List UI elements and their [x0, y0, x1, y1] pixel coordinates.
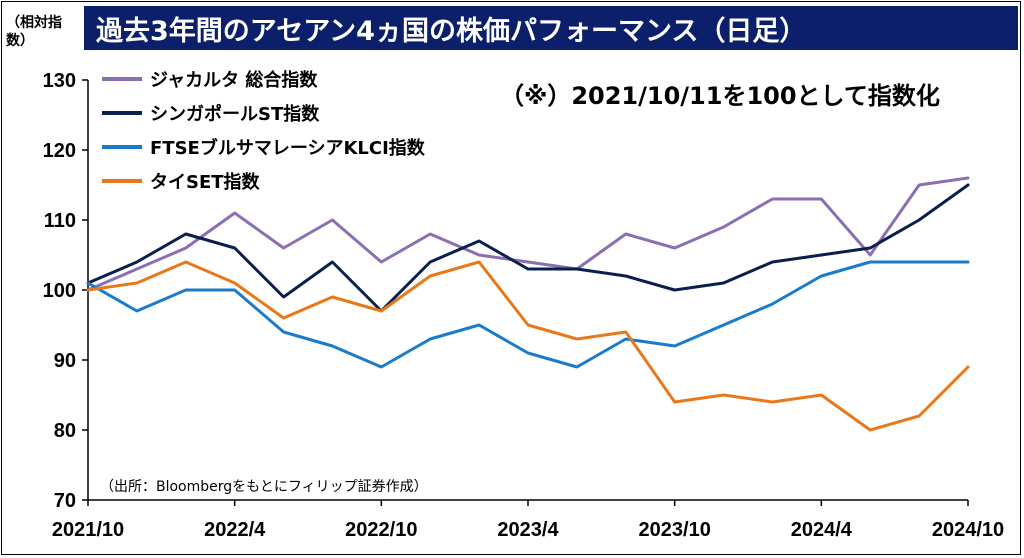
legend-item-singapore: シンガポールST指数 [102, 96, 425, 130]
series-line-1 [86, 183, 970, 313]
y-tick-label: 100 [43, 280, 76, 302]
x-tick-label: 2021/10 [52, 519, 124, 541]
legend-label-thailand: タイSET指数 [150, 172, 260, 193]
y-tick-label: 80 [54, 420, 76, 442]
legend-item-malaysia: FTSEブルサマレーシアKLCI指数 [102, 130, 425, 164]
x-tick-label: 2023/4 [497, 519, 559, 541]
series-line-0 [86, 176, 970, 292]
x-tick-label: 2024/4 [791, 519, 853, 541]
x-tick-label: 2024/10 [932, 519, 1004, 541]
y-tick-label: 120 [43, 140, 76, 162]
legend-swatch-singapore [102, 111, 142, 115]
source-note: （出所：Bloombergをもとにフィリップ証券作成） [100, 479, 428, 495]
legend-swatch-malaysia [102, 145, 142, 149]
series-line-2 [86, 260, 970, 369]
series-line-3 [86, 260, 970, 432]
y-tick-label: 90 [54, 350, 76, 372]
legend-label-singapore: シンガポールST指数 [150, 104, 320, 125]
legend-label-jakarta: ジャカルタ 総合指数 [150, 70, 318, 91]
legend-label-malaysia: FTSEブルサマレーシアKLCI指数 [150, 138, 425, 159]
x-tick-label: 2022/10 [345, 519, 417, 541]
y-tick-label: 130 [43, 70, 76, 92]
legend-item-jakarta: ジャカルタ 総合指数 [102, 62, 425, 96]
legend-swatch-thailand [102, 179, 142, 183]
legend-item-thailand: タイSET指数 [102, 164, 425, 198]
chart-title: 過去3年間のアセアン4ヵ国の株価パフォーマンス（日足） [84, 6, 1018, 50]
y-axis-label: （相対指数） [6, 15, 62, 49]
legend-swatch-jakarta [102, 77, 142, 81]
x-tick-label: 2023/10 [639, 519, 711, 541]
legend: ジャカルタ 総合指数 シンガポールST指数 FTSEブルサマレーシアKLCI指数… [102, 62, 425, 198]
chart-note: （※）2021/10/11を100として指数化 [500, 82, 940, 110]
y-tick-label: 110 [44, 210, 76, 232]
x-tick-label: 2022/4 [204, 519, 266, 541]
y-tick-label: 70 [54, 490, 76, 512]
